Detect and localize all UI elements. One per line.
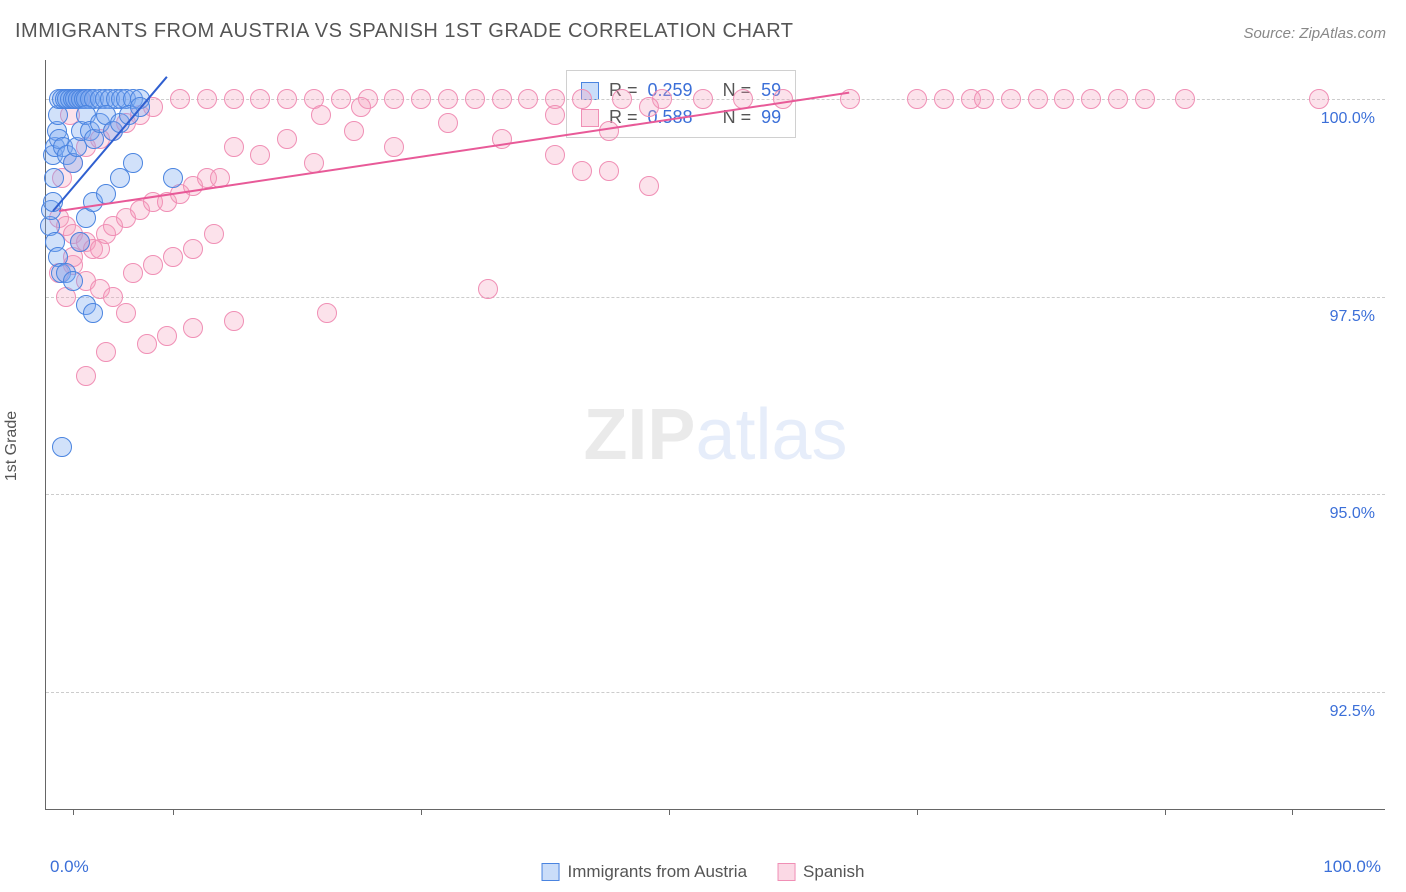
x-tick [173, 809, 174, 815]
data-point [183, 318, 203, 338]
data-point [639, 176, 659, 196]
data-point [311, 105, 331, 125]
swatch-pink-icon [581, 109, 599, 127]
data-point [277, 129, 297, 149]
watermark-bold: ZIP [583, 395, 695, 475]
data-point [44, 168, 64, 188]
data-point [572, 89, 592, 109]
x-tick [73, 809, 74, 815]
data-point [123, 263, 143, 283]
data-point [63, 271, 83, 291]
data-point [143, 255, 163, 275]
data-point [639, 97, 659, 117]
data-point [1001, 89, 1021, 109]
x-tick [1292, 809, 1293, 815]
data-point [384, 89, 404, 109]
legend-label: Immigrants from Austria [568, 862, 748, 882]
data-point [351, 97, 371, 117]
data-point [478, 279, 498, 299]
trend-line [59, 92, 850, 212]
legend-label: Spanish [803, 862, 864, 882]
data-point [384, 137, 404, 157]
data-point [83, 303, 103, 323]
chart-title: IMMIGRANTS FROM AUSTRIA VS SPANISH 1ST G… [15, 20, 794, 43]
data-point [70, 232, 90, 252]
data-point [224, 311, 244, 331]
legend-item: Spanish [777, 862, 864, 882]
chart-container: IMMIGRANTS FROM AUSTRIA VS SPANISH 1ST G… [0, 0, 1406, 892]
data-point [183, 239, 203, 259]
series-legend: Immigrants from Austria Spanish [542, 862, 865, 882]
data-point [1135, 89, 1155, 109]
x-axis-min-label: 0.0% [50, 857, 89, 877]
data-point [204, 224, 224, 244]
data-point [224, 137, 244, 157]
gridline [46, 297, 1385, 298]
data-point [224, 89, 244, 109]
swatch-pink-icon [777, 863, 795, 881]
data-point [599, 121, 619, 141]
data-point [1175, 89, 1195, 109]
data-point [137, 334, 157, 354]
data-point [157, 326, 177, 346]
data-point [96, 342, 116, 362]
data-point [693, 89, 713, 109]
data-point [518, 89, 538, 109]
data-point [1108, 89, 1128, 109]
data-point [1054, 89, 1074, 109]
watermark-light: atlas [695, 395, 847, 475]
data-point [163, 247, 183, 267]
y-tick-label: 100.0% [1321, 110, 1375, 128]
data-point [974, 89, 994, 109]
data-point [163, 168, 183, 188]
x-tick [917, 809, 918, 815]
data-point [344, 121, 364, 141]
data-point [250, 145, 270, 165]
legend-item: Immigrants from Austria [542, 862, 748, 882]
data-point [572, 161, 592, 181]
x-tick [669, 809, 670, 815]
y-tick-label: 92.5% [1330, 703, 1375, 721]
x-tick [1165, 809, 1166, 815]
y-tick-label: 95.0% [1330, 505, 1375, 523]
data-point [907, 89, 927, 109]
source-attribution: Source: ZipAtlas.com [1243, 25, 1386, 42]
data-point [197, 89, 217, 109]
data-point [277, 89, 297, 109]
data-point [411, 89, 431, 109]
data-point [492, 89, 512, 109]
x-axis-max-label: 100.0% [1323, 857, 1381, 877]
data-point [116, 303, 136, 323]
data-point [123, 153, 143, 173]
swatch-blue-icon [542, 863, 560, 881]
data-point [52, 437, 72, 457]
data-point [170, 89, 190, 109]
data-point [1028, 89, 1048, 109]
data-point [612, 89, 632, 109]
gridline [46, 494, 1385, 495]
y-tick-label: 97.5% [1330, 308, 1375, 326]
data-point [110, 168, 130, 188]
watermark: ZIPatlas [583, 394, 847, 476]
data-point [545, 105, 565, 125]
data-point [1309, 89, 1329, 109]
data-point [317, 303, 337, 323]
y-axis-title: 1st Grade [3, 411, 21, 481]
data-point [438, 113, 458, 133]
plot-area: ZIPatlas R = 0.259 N = 59 R = 0.588 N = … [45, 60, 1385, 810]
data-point [250, 89, 270, 109]
data-point [934, 89, 954, 109]
data-point [465, 89, 485, 109]
x-tick [421, 809, 422, 815]
gridline [46, 692, 1385, 693]
data-point [545, 145, 565, 165]
data-point [438, 89, 458, 109]
data-point [599, 161, 619, 181]
data-point [1081, 89, 1101, 109]
data-point [331, 89, 351, 109]
data-point [76, 366, 96, 386]
